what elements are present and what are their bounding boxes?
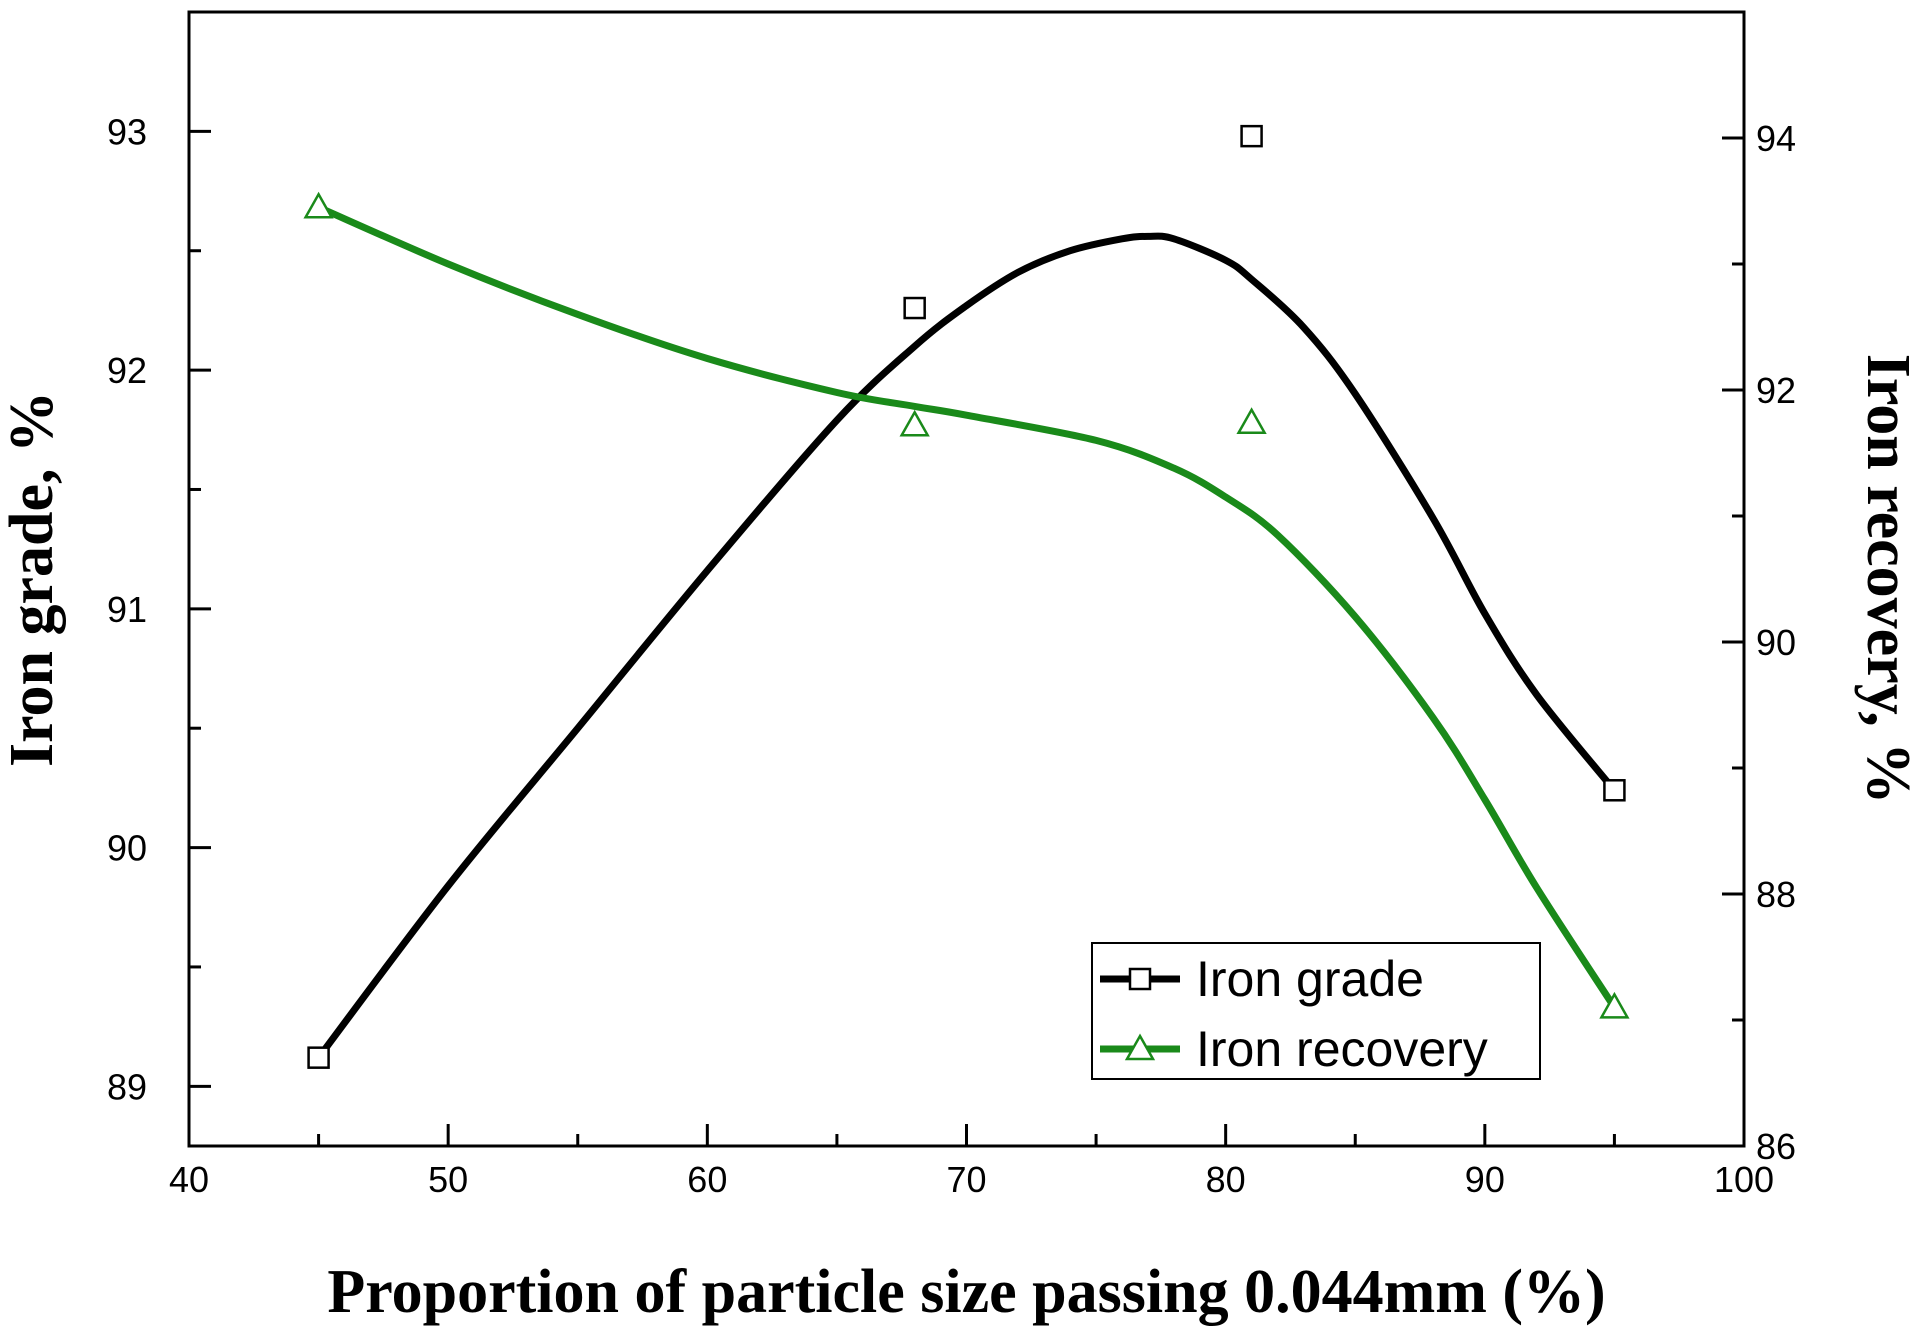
y-left-tick-label: 92	[107, 350, 147, 391]
x-tick-label: 40	[169, 1159, 209, 1200]
data-point-iron-recovery	[899, 409, 930, 437]
y-left-tick-label: 91	[107, 589, 147, 630]
x-tick-label: 60	[687, 1159, 727, 1200]
legend-marker-shape	[1128, 967, 1152, 991]
y-right-tick-label: 94	[1756, 118, 1796, 159]
x-tick-label: 100	[1714, 1159, 1774, 1200]
data-point-iron-grade	[1240, 124, 1263, 148]
y-left-tick-label: 89	[107, 1066, 147, 1107]
x-tick-label: 90	[1465, 1159, 1505, 1200]
y-left-tick-label: 90	[107, 828, 147, 869]
y-left-tick-label: 93	[107, 111, 147, 152]
x-tick-label: 80	[1206, 1159, 1246, 1200]
y-right-tick-label: 90	[1756, 622, 1796, 663]
legend-marker-iron-recovery	[1124, 1033, 1156, 1061]
y-right-tick-label: 88	[1756, 874, 1796, 915]
markers-layer	[303, 124, 1630, 1069]
data-point-iron-recovery	[1236, 407, 1267, 435]
x-axis-title: Proportion of particle size passing 0.04…	[327, 1258, 1605, 1326]
data-point-iron-grade	[903, 296, 926, 320]
x-tick-label: 50	[428, 1159, 468, 1200]
series-line-iron-grade	[315, 232, 1618, 1062]
legend-marker-shape	[1124, 1033, 1156, 1061]
y-right-tick-label: 86	[1756, 1126, 1796, 1167]
y-axis-left-title: Iron grade, %	[0, 391, 66, 767]
legend: Iron grade Iron recovery	[1091, 942, 1541, 1080]
data-point-iron-grade	[307, 1046, 330, 1069]
legend-box	[1091, 942, 1541, 1080]
y-right-tick-label: 92	[1756, 370, 1796, 411]
legend-marker-iron-grade	[1128, 967, 1152, 991]
x-tick-label: 70	[946, 1159, 986, 1200]
legend-label-iron-recovery: Iron recovery	[1196, 1021, 1488, 1077]
y-axis-right-title: Iron recovery, %	[1854, 354, 1915, 805]
series-line-iron-recovery	[315, 203, 1618, 1011]
data-point-iron-grade	[1603, 779, 1626, 802]
legend-label-iron-grade: Iron grade	[1196, 951, 1424, 1007]
data-point-iron-recovery	[303, 191, 334, 219]
axes-layer: 40 50 60 70 80 90 100 89 90 91 92 93 86 88 90 92 94	[107, 10, 1796, 1200]
labels-layer: Proportion of particle size passing 0.04…	[0, 354, 1915, 1326]
data-point-iron-recovery	[1599, 991, 1630, 1019]
lines-layer	[315, 203, 1618, 1062]
